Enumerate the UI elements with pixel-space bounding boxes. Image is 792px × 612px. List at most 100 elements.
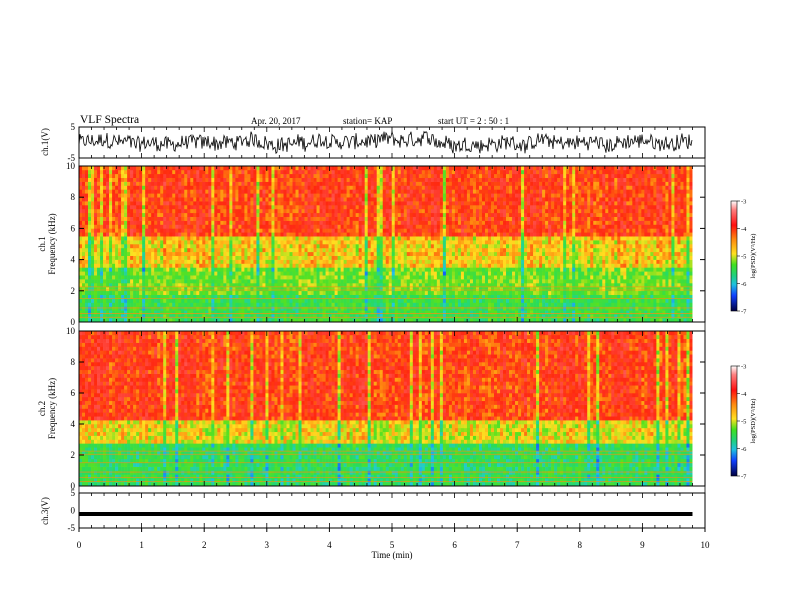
ch1-spectrogram-cell — [238, 228, 242, 233]
ch1-spectrogram-cell — [181, 314, 185, 319]
ch1-spectrogram-cell — [409, 314, 414, 319]
ch1-spectrogram-cell — [160, 302, 164, 307]
ch1-spectrogram-cell — [175, 197, 179, 202]
ch1-spectrogram-cell — [184, 212, 188, 217]
ch1-spectrogram-cell — [331, 310, 335, 315]
ch1-spectrogram-cell — [364, 267, 368, 272]
ch1-spectrogram-cell — [196, 263, 200, 268]
ch1-spectrogram-cell — [127, 259, 131, 264]
ch1-spectrogram-cell — [181, 193, 185, 198]
ch1-spectrogram-cell — [256, 205, 260, 210]
ch1-spectrogram-cell — [154, 193, 158, 198]
ch1-spectrogram-cell — [250, 267, 254, 272]
ch1-spectrogram-cell — [175, 177, 179, 182]
ch1-spectrogram-cell — [223, 189, 227, 194]
ch1-spectrogram-cell — [196, 294, 200, 299]
ch1-spectrogram-cell — [331, 212, 335, 217]
ch1-spectrogram-cell — [325, 318, 329, 323]
ch1-spectrogram-cell — [298, 205, 302, 210]
ch1-spectrogram-cell — [94, 306, 98, 311]
ch1-spectrogram-cell — [442, 259, 447, 264]
ch1-spectrogram-cell — [439, 267, 444, 272]
ch1-spectrogram-cell — [226, 263, 230, 268]
ch1-spectrogram-cell — [202, 310, 206, 315]
ch1-spectrogram-cell — [238, 224, 242, 229]
ch1-spectrogram-cell — [421, 166, 426, 171]
ch1-spectrogram-cell — [394, 212, 399, 217]
ch1-spectrogram-cell — [247, 271, 251, 276]
ch1-spectrogram-cell — [397, 255, 402, 260]
ch1-spectrogram-cell — [310, 212, 314, 217]
ch1-spectrogram-cell — [325, 236, 329, 241]
ch1-spectrogram-cell — [400, 263, 405, 268]
ch1-spectrogram-cell — [82, 302, 86, 307]
ch1-spectrogram-cell — [127, 169, 131, 175]
ch1-spectrogram-cell — [253, 224, 257, 229]
ch1-spectrogram-cell — [127, 177, 131, 182]
ch1-spectrogram-cell — [406, 302, 411, 307]
ch1-spectrogram-cell — [391, 212, 396, 217]
ch1-spectrogram-cell — [229, 290, 233, 295]
ch1-spectrogram-cell — [355, 255, 359, 260]
ch1-spectrogram-cell — [394, 181, 399, 186]
ch1-spectrogram-cell — [91, 290, 95, 295]
ch1-spectrogram-cell — [91, 193, 95, 198]
ch1-spectrogram-cell — [385, 216, 390, 221]
ch1-spectrogram-cell — [223, 232, 227, 237]
ch1-spectrogram-cell — [103, 314, 107, 319]
ch1-spectrogram-cell — [352, 173, 356, 178]
ch1-spectrogram-cell — [301, 255, 305, 260]
ch1-spectrogram-cell — [94, 228, 98, 233]
ch1-spectrogram-cell — [400, 208, 405, 214]
ch1-spectrogram-cell — [274, 306, 278, 311]
ch1-spectrogram-cell — [121, 310, 125, 315]
ch1-spectrogram-cell — [256, 247, 260, 253]
ch1-spectrogram-cell — [118, 294, 122, 299]
ch1-spectrogram-cell — [262, 302, 266, 307]
ch1-spectrogram-cell — [88, 283, 92, 288]
ch1-spectrogram-cell — [391, 294, 396, 299]
ch1-spectrogram-cell — [154, 310, 158, 315]
ch1-spectrogram-cell — [232, 314, 236, 319]
ch1-spectrogram-cell — [277, 298, 281, 303]
ch1-spectrogram-cell — [433, 267, 438, 272]
ch1-spectrogram-cell — [220, 212, 224, 217]
ch1-spectrogram-cell — [151, 228, 155, 233]
ch1-spectrogram-cell — [343, 294, 347, 299]
ch1-spectrogram-cell — [394, 193, 399, 198]
ch1-spectrogram-cell — [238, 247, 242, 253]
ch1-spectrogram-cell — [349, 208, 353, 214]
ch1-spectrogram-cell — [97, 286, 101, 292]
ch1-spectrogram-cell — [214, 286, 218, 292]
ch1-spectrogram-cell — [139, 212, 143, 217]
ch1-spectrogram-cell — [190, 271, 194, 276]
ch1-spectrogram-cell — [205, 259, 209, 264]
ch1-spectrogram-cell — [376, 201, 381, 206]
ch1-spectrogram-cell — [121, 185, 125, 190]
ch1-spectrogram-cell — [145, 228, 149, 233]
ch1-spectrogram-cell — [91, 181, 95, 186]
ch1-spectrogram-cell — [226, 232, 230, 237]
ch1-spectrogram-cell — [97, 244, 101, 249]
ch1-spectrogram-cell — [124, 306, 128, 311]
ch1-spectrogram-cell — [97, 314, 101, 319]
ch1-spectrogram-cell — [370, 275, 375, 280]
ch1-spectrogram-cell — [115, 267, 119, 272]
ch1-spectrogram-cell — [259, 244, 263, 249]
ch1-spectrogram-cell — [343, 216, 347, 221]
ch1-spectrogram-cell — [289, 220, 293, 225]
ch1-spectrogram-cell — [136, 302, 140, 307]
ch1-spectrogram-cell — [94, 255, 98, 260]
ch1-spectrogram-cell — [97, 181, 101, 186]
ch1-spectrogram-cell — [292, 216, 296, 221]
ch1-spectrogram-cell — [298, 177, 302, 182]
ch1-spectrogram-cell — [373, 177, 378, 182]
ch1-spectrogram-cell — [196, 236, 200, 241]
ch1-spectrogram-cell — [361, 177, 365, 182]
ch1-spectrogram-cell — [364, 240, 368, 245]
ch1-spectrogram-cell — [361, 271, 365, 276]
ch1-spectrogram-cell — [145, 185, 149, 190]
ch1-spectrogram-cell — [166, 193, 170, 198]
ch1-spectrogram-cell — [319, 263, 323, 268]
ch1-spectrogram-cell — [109, 181, 113, 186]
